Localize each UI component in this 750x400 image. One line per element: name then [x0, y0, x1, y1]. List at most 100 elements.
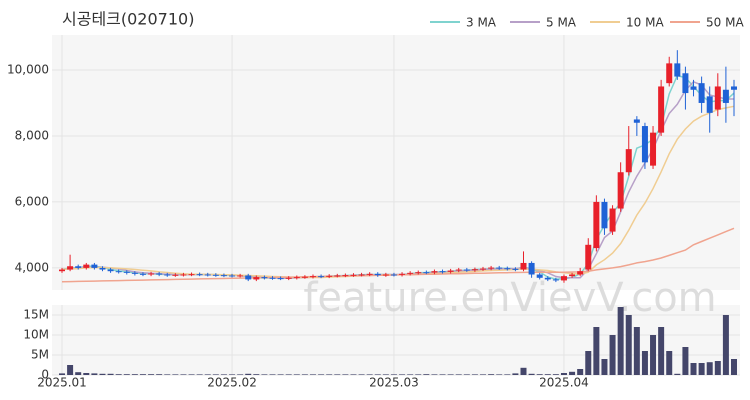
volume-bar — [172, 374, 179, 375]
candle-body — [731, 86, 737, 90]
candle-body — [601, 201, 608, 229]
candle-body — [415, 272, 422, 274]
volume-bar — [560, 373, 567, 375]
volume-bar — [301, 374, 308, 375]
volume-bar — [220, 374, 227, 375]
volume-bar — [625, 315, 632, 375]
candle-body — [496, 267, 503, 269]
candle-body — [59, 269, 65, 272]
volume-bar — [488, 374, 495, 375]
volume-bar — [520, 367, 527, 375]
candle-body — [382, 274, 389, 276]
volume-bar — [496, 374, 503, 375]
candle-body — [447, 270, 454, 272]
candle-body — [277, 278, 284, 280]
candle-body — [285, 277, 292, 279]
legend-label: 5 MA — [546, 16, 577, 30]
y-tick-label: 15M — [23, 308, 49, 322]
volume-bar — [423, 374, 430, 375]
volume-bar — [229, 374, 236, 375]
candle-body — [156, 273, 163, 275]
volume-bar — [415, 374, 422, 375]
volume-bar — [164, 374, 171, 375]
volume-bar — [690, 363, 697, 375]
candle-body — [617, 172, 624, 209]
volume-bar — [139, 374, 146, 375]
volume-bar — [601, 359, 608, 375]
volume-bar — [253, 374, 260, 375]
volume-bar — [59, 373, 65, 375]
volume-bar — [99, 373, 106, 375]
candle-body — [309, 276, 316, 278]
candle-body — [75, 266, 82, 268]
volume-bar — [374, 374, 381, 375]
volume-bar — [633, 327, 640, 375]
volume-bar — [617, 307, 624, 375]
volume-bar — [382, 374, 389, 375]
volume-bar — [131, 374, 138, 375]
candle-body — [641, 126, 648, 163]
candle-body — [666, 63, 673, 84]
volume-bar — [512, 373, 519, 375]
candle-body — [536, 274, 543, 278]
legend-label: 10 MA — [626, 16, 664, 30]
candle-body — [585, 244, 592, 270]
candle-body — [220, 275, 227, 277]
candle-body — [196, 274, 203, 276]
y-tick-label: 0 — [41, 368, 49, 382]
volume-bar — [731, 359, 737, 375]
candle-body — [334, 275, 341, 277]
candle-body — [512, 268, 519, 270]
candle-body — [366, 273, 373, 275]
candle-body — [148, 273, 155, 275]
volume-bar — [399, 374, 406, 375]
candle-body — [390, 274, 397, 276]
volume-bar — [237, 374, 244, 375]
volume-bar — [366, 374, 373, 375]
candle-body — [164, 274, 171, 276]
volume-bar — [326, 374, 333, 375]
watermark: feature.enVievV.com — [303, 275, 716, 321]
candle-body — [261, 277, 268, 279]
volume-bar — [480, 374, 487, 375]
x-tick-label: 2025.04 — [539, 376, 589, 390]
candle-body — [374, 273, 381, 276]
volume-bar — [196, 374, 203, 375]
volume-bar — [75, 372, 82, 375]
candle-body — [569, 274, 576, 277]
candle-body — [67, 266, 74, 270]
legend-label: 3 MA — [466, 16, 497, 30]
candle-body — [471, 269, 478, 271]
candle-body — [714, 86, 721, 110]
candle-body — [253, 277, 260, 280]
volume-bar — [439, 374, 446, 375]
price-panel — [52, 35, 740, 290]
volume-bar — [528, 373, 535, 375]
volume-bar — [390, 374, 397, 375]
volume-bar — [67, 365, 74, 375]
candle-body — [188, 274, 195, 276]
candle-body — [625, 149, 632, 173]
volume-bar — [285, 374, 292, 375]
volume-bar — [407, 374, 414, 375]
y-tick-label: 10,000 — [7, 62, 49, 76]
ma-line — [61, 227, 735, 283]
candle-body — [577, 271, 584, 275]
candle-body — [131, 272, 138, 274]
candle-body — [399, 273, 406, 275]
candle-body — [172, 274, 179, 276]
volume-bar — [609, 335, 616, 375]
candle-body — [139, 273, 146, 275]
candle-body — [245, 275, 252, 280]
candle-body — [439, 271, 446, 273]
volume-bar — [269, 374, 276, 375]
candle-body — [269, 277, 276, 279]
volume-bar — [156, 374, 163, 375]
volume-bar — [115, 374, 122, 375]
volume-bar — [180, 374, 187, 375]
volume-bar — [261, 374, 268, 375]
chart-title: 시공테크(020710) — [62, 10, 194, 29]
volume-bar — [293, 374, 300, 375]
candle-body — [504, 268, 511, 270]
volume-bar — [318, 374, 325, 375]
